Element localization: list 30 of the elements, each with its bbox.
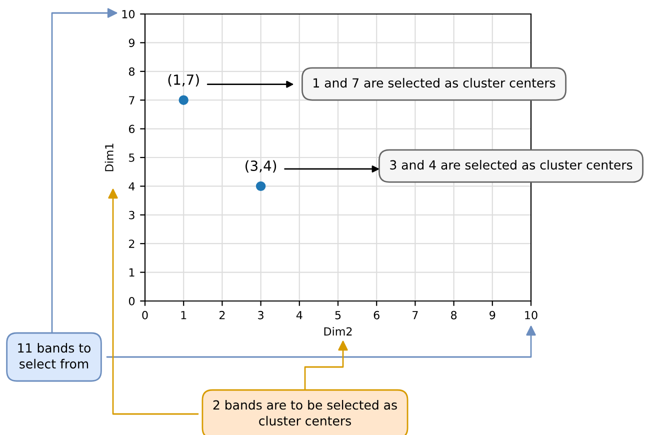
x-tick-label: 0: [142, 310, 148, 320]
y-tick-label: 5: [129, 154, 134, 162]
text: 11 bands to select from: [18, 343, 90, 369]
x-tick-label: 1: [181, 311, 186, 320]
y-tick-label: 0: [128, 296, 135, 306]
y-tick-label: 8: [128, 67, 135, 76]
x-tick-label: 7: [412, 311, 418, 320]
y-tick-label: 9: [128, 38, 134, 48]
x-axis-title: Dim2: [324, 327, 352, 336]
annotation: (1,7): [168, 74, 199, 87]
x-tick-label: 10: [525, 310, 538, 320]
y-tick-label: 1: [129, 268, 134, 277]
text: 2 bands are to be selected as cluster centers: [213, 400, 397, 426]
x-tick-label: 8: [451, 310, 457, 320]
y-axis-title: Dim1: [104, 144, 114, 172]
y-tick-label: 4: [128, 182, 135, 190]
y-tick-label: 6: [128, 124, 135, 134]
y-tick-label: 2: [129, 240, 134, 248]
annotation: 3 and 4 are selected as cluster centers: [390, 160, 632, 170]
x-tick-label: 6: [374, 310, 380, 320]
y-tick-label: 7: [129, 96, 134, 104]
x-tick-label: 9: [490, 310, 496, 320]
y-tick-label: 3: [129, 210, 134, 220]
annotation: (3,4): [246, 160, 276, 173]
x-tick-label: 3: [258, 310, 264, 320]
annotation: 1 and 7 are selected as cluster centers: [314, 78, 556, 88]
y-tick-label: 10: [122, 10, 135, 18]
x-tick-label: 2: [219, 310, 225, 320]
x-tick-label: 4: [296, 311, 302, 320]
x-tick-label: 5: [335, 311, 341, 320]
